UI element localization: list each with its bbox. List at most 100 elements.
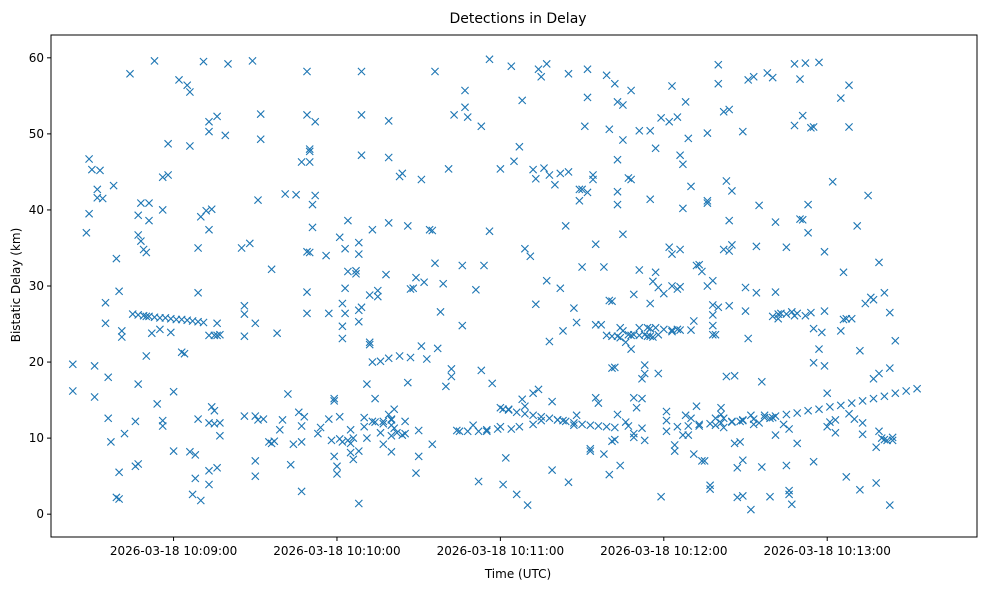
data-point-clutter: [580, 122, 589, 131]
data-point-clutter: [343, 267, 352, 276]
data-point-clutter: [205, 466, 213, 475]
data-point-clutter: [646, 195, 655, 204]
data-point-clutter: [392, 428, 401, 437]
data-point-clutter: [845, 123, 853, 131]
data-point-clutter: [556, 284, 565, 293]
data-point-clutter: [578, 185, 587, 194]
data-point-clutter: [771, 288, 780, 297]
data-point-clutter: [504, 405, 513, 414]
data-point-clutter: [270, 437, 279, 446]
data-point-track_c: [782, 410, 791, 419]
data-point-clutter: [817, 328, 826, 337]
data-point-clutter: [657, 492, 666, 501]
data-point-clutter: [687, 326, 695, 335]
data-point-clutter: [330, 394, 339, 403]
data-point-clutter: [610, 79, 619, 88]
data-point-clutter: [534, 385, 543, 394]
data-point-clutter: [417, 342, 426, 351]
data-point-clutter: [711, 330, 720, 339]
data-point-clutter: [869, 295, 878, 304]
data-point-clutter: [725, 105, 734, 114]
data-point-clutter: [158, 173, 167, 182]
data-point-clutter: [733, 493, 742, 502]
data-point-clutter: [322, 251, 331, 260]
data-point-clutter: [796, 215, 804, 224]
data-point-clutter: [96, 166, 104, 175]
data-point-clutter: [749, 72, 758, 81]
data-point-clutter: [341, 309, 350, 318]
data-point-track_c: [858, 396, 867, 405]
data-markers: [68, 55, 922, 514]
data-point-clutter: [338, 437, 347, 446]
data-point-clutter: [90, 393, 99, 401]
data-point-clutter: [746, 411, 755, 420]
data-point-clutter: [185, 447, 194, 456]
data-point-clutter: [659, 325, 668, 334]
data-point-clutter: [564, 167, 573, 176]
data-point-clutter: [313, 429, 322, 438]
data-point-clutter: [458, 321, 467, 330]
data-point-clutter: [847, 314, 856, 323]
data-point-clutter: [727, 240, 736, 249]
data-point-clutter: [782, 310, 791, 319]
data-point-clutter: [439, 279, 448, 288]
data-point-clutter: [147, 329, 156, 338]
data-point-clutter: [507, 425, 516, 433]
data-point-clutter: [357, 110, 366, 119]
data-point-clutter: [142, 352, 151, 360]
data-point-clutter: [395, 352, 404, 360]
data-point-clutter: [613, 187, 622, 196]
data-point-clutter: [782, 461, 791, 470]
data-point-clutter: [717, 403, 725, 412]
data-point-track_b: [602, 422, 611, 431]
data-point-clutter: [738, 456, 747, 465]
data-point-track_b: [594, 422, 603, 430]
data-point-clutter: [885, 364, 894, 373]
data-point-clutter: [346, 425, 355, 434]
data-point-clutter: [428, 226, 437, 235]
data-point-clutter: [629, 429, 638, 438]
data-point-clutter: [711, 421, 720, 430]
data-point-clutter: [608, 364, 616, 373]
data-point-clutter: [384, 153, 393, 162]
data-point-clutter: [668, 282, 676, 290]
data-point-clutter: [618, 136, 627, 144]
data-point-track_c: [695, 420, 704, 429]
data-point-clutter: [330, 452, 339, 461]
data-point-clutter: [831, 428, 840, 437]
data-point-clutter: [134, 380, 143, 389]
data-point-clutter: [586, 447, 595, 456]
data-point-clutter: [441, 382, 450, 391]
data-point-clutter: [379, 417, 388, 426]
data-point-clutter: [294, 408, 303, 417]
data-point-clutter: [496, 422, 505, 431]
data-point-clutter: [510, 157, 518, 166]
data-point-clutter: [515, 422, 524, 431]
data-point-clutter: [798, 215, 807, 224]
data-point-clutter: [589, 175, 597, 184]
data-point-track_b: [545, 414, 554, 423]
data-point-clutter: [526, 252, 535, 261]
data-point-clutter: [670, 441, 679, 449]
data-point-clutter: [240, 301, 249, 310]
data-point-clutter: [809, 123, 818, 131]
data-point-clutter: [362, 434, 371, 443]
data-point-clutter: [755, 418, 764, 427]
data-point-clutter: [768, 312, 777, 321]
data-point-clutter: [575, 196, 584, 205]
data-point-clutter: [646, 332, 655, 341]
x-tick-label: 2026-03-18 10:11:00: [437, 544, 564, 558]
data-point-clutter: [428, 440, 437, 449]
data-point-clutter: [885, 308, 894, 317]
data-point-clutter: [412, 273, 420, 282]
data-point-clutter: [93, 185, 102, 194]
data-point-clutter: [823, 389, 832, 398]
data-point-clutter: [858, 430, 867, 439]
data-point-clutter: [387, 447, 396, 456]
data-point-clutter: [360, 422, 369, 431]
data-point-clutter: [387, 415, 396, 424]
data-point-clutter: [733, 463, 742, 472]
data-point-track_a: [199, 318, 208, 327]
data-point-clutter: [341, 284, 350, 293]
data-point-clutter: [836, 326, 845, 335]
